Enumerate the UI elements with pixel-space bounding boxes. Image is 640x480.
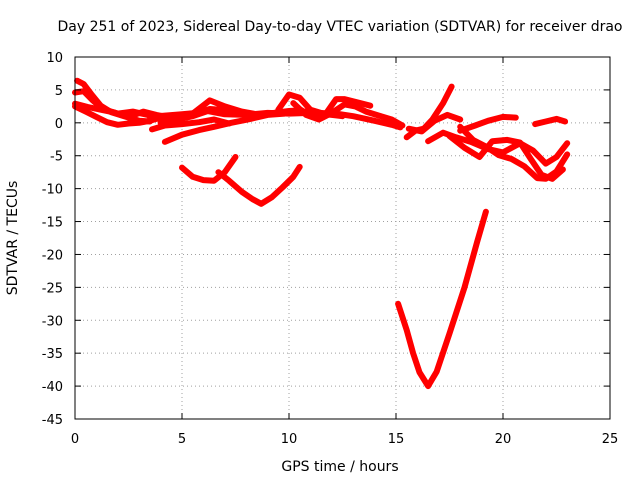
y-tick-label: -10 (42, 183, 63, 198)
series-arc-21 (532, 115, 569, 128)
x-tick-label: 0 (71, 432, 79, 447)
plot-frame (74, 56, 611, 420)
chart-title: Day 251 of 2023, Sidereal Day-to-day VTE… (57, 19, 622, 35)
x-tick-label: 20 (495, 432, 512, 447)
series-arc-12 (179, 154, 239, 184)
series-arc-9 (161, 108, 404, 145)
series-arc-19 (457, 123, 571, 182)
tick-layer: 10 5 0 -5 -10 -15 -20 -25 -30 -35 -40 -45 0 5 10 15 20 25 (42, 51, 619, 447)
series-arc-8 (149, 116, 233, 133)
y-tick-label: 10 (46, 51, 63, 66)
y-tick-label: 5 (55, 84, 63, 99)
y-tick-label: -20 (42, 248, 63, 263)
y-tick-label: -45 (42, 413, 63, 428)
series-arc-20 (457, 113, 519, 134)
y-tick-label: -5 (50, 150, 63, 165)
series-layer (72, 77, 571, 390)
x-tick-label: 15 (388, 432, 405, 447)
x-tick-label: 5 (178, 432, 186, 447)
y-axis-label: SDTVAR / TECUs (5, 181, 21, 296)
y-tick-label: -30 (42, 314, 63, 329)
y-tick-label: 0 (55, 117, 63, 132)
y-tick-label: -35 (42, 347, 63, 362)
grid-layer (75, 57, 610, 419)
series-arc-14 (395, 208, 489, 390)
y-tick-label: -25 (42, 281, 63, 296)
y-tick-label: -15 (42, 216, 63, 231)
y-tick-label: -40 (42, 380, 63, 395)
x-tick-label: 10 (281, 432, 298, 447)
x-tick-label: 25 (602, 432, 619, 447)
series-arc-16 (405, 111, 464, 135)
x-axis-label: GPS time / hours (281, 459, 398, 475)
series-arc-13 (215, 163, 303, 207)
series-arc-11 (290, 100, 406, 129)
